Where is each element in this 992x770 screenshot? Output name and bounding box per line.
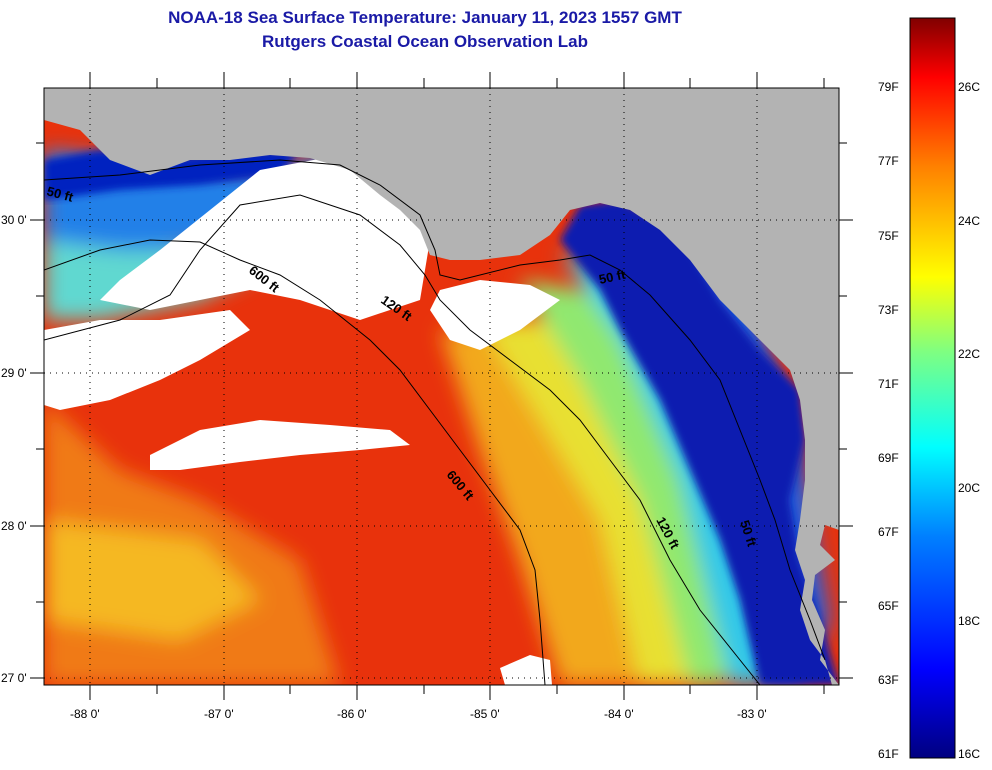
graticule — [44, 88, 839, 685]
cbar-f-77: 77F — [878, 154, 899, 168]
colorbar — [909, 17, 956, 759]
map-title: NOAA-18 Sea Surface Temperature: January… — [168, 8, 682, 27]
cbar-f-65: 65F — [878, 599, 899, 613]
cbar-c-22: 22C — [958, 347, 981, 361]
lat-tick-30: 30 0' — [1, 213, 27, 227]
land-mass — [44, 88, 839, 685]
cbar-c-26: 26C — [958, 80, 981, 94]
cbar-c-18: 18C — [958, 614, 981, 628]
cbar-c-24: 24C — [958, 214, 981, 228]
cbar-f-61: 61F — [878, 747, 899, 761]
sst-field: 50 ft 600 ft 120 ft 50 ft 600 ft 120 ft … — [44, 88, 839, 685]
lat-tick-29: 29 0' — [1, 366, 27, 380]
cbar-f-79: 79F — [878, 80, 899, 94]
tick-marks — [30, 72, 853, 700]
lon-tick-86: -86 0' — [337, 707, 367, 721]
cbar-f-69: 69F — [878, 451, 899, 465]
contour-label-50ft-east: 50 ft — [598, 267, 628, 287]
cbar-f-67: 67F — [878, 525, 899, 539]
lat-tick-28: 28 0' — [1, 519, 27, 533]
cbar-f-75: 75F — [878, 229, 899, 243]
lon-tick-84: -84 0' — [604, 707, 634, 721]
lon-tick-85: -85 0' — [470, 707, 500, 721]
cbar-f-71: 71F — [878, 377, 899, 391]
cbar-f-63: 63F — [878, 673, 899, 687]
lon-tick-87: -87 0' — [204, 707, 234, 721]
contour-label-50ft-west: 50 ft — [45, 183, 75, 205]
lat-tick-27: 27 0' — [1, 671, 27, 685]
cbar-f-73: 73F — [878, 303, 899, 317]
cbar-c-20: 20C — [958, 481, 981, 495]
map-frame — [43, 87, 840, 686]
lon-tick-83: -83 0' — [737, 707, 767, 721]
depth-contours — [44, 159, 826, 685]
map-subtitle: Rutgers Coastal Ocean Observation Lab — [262, 32, 588, 51]
lon-tick-88: -88 0' — [70, 707, 100, 721]
cbar-c-16: 16C — [958, 747, 981, 761]
